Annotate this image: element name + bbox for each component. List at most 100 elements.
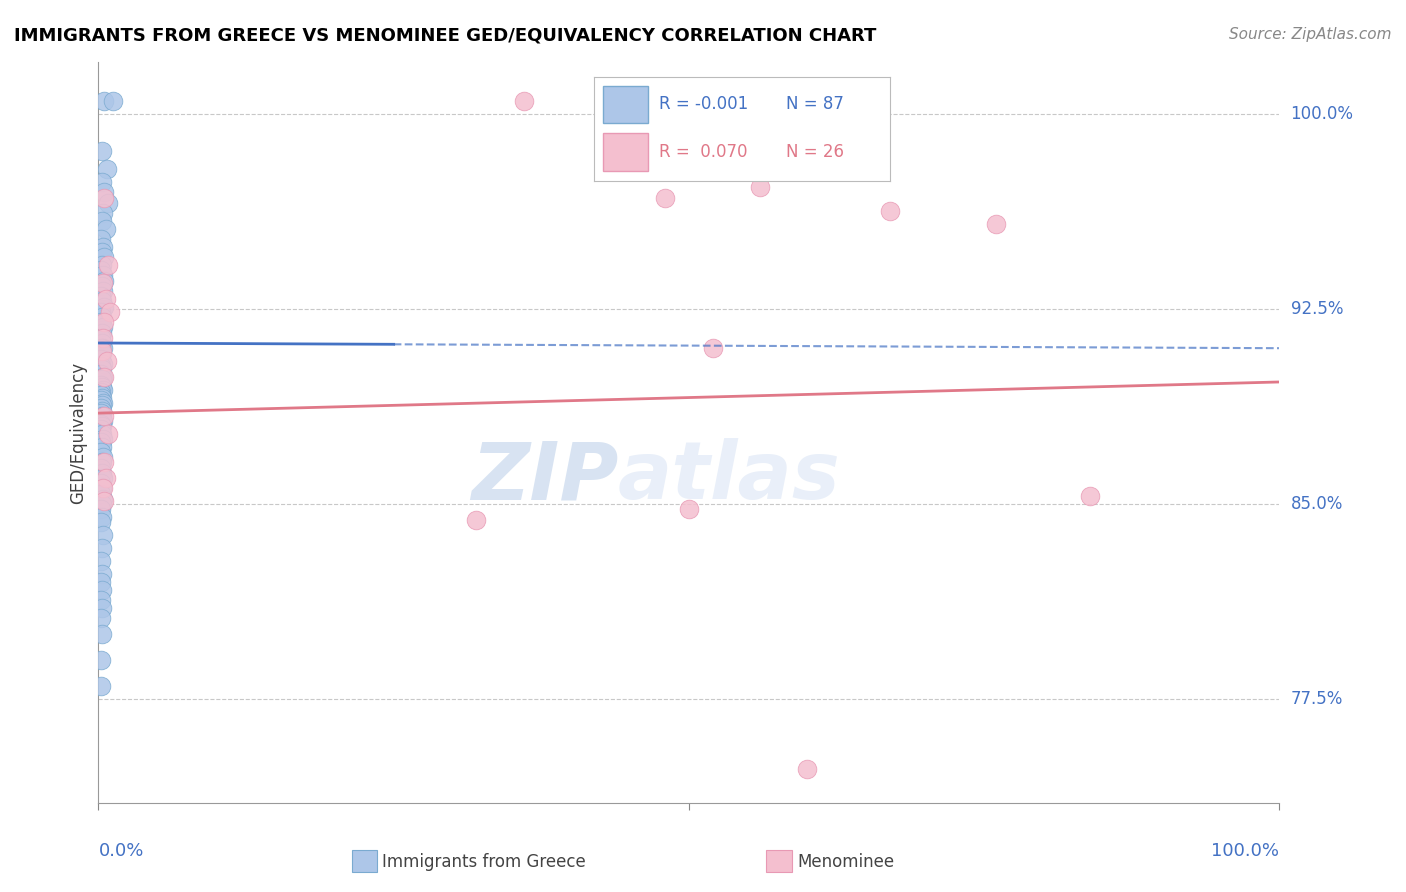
Point [702, 341, 724, 355]
Point [97, 258, 120, 272]
Point [91, 278, 114, 293]
Point [90, 377, 112, 392]
Point [91, 343, 114, 358]
Point [90, 476, 112, 491]
Point [90, 289, 112, 303]
Point [93, 494, 115, 508]
Point [90, 653, 112, 667]
Point [90, 341, 112, 355]
Point [90, 502, 112, 516]
Point [94, 292, 117, 306]
Point [879, 203, 901, 218]
Point [91, 627, 114, 641]
Point [90, 305, 112, 319]
Text: 92.5%: 92.5% [1291, 301, 1343, 318]
Point [91, 391, 114, 405]
Text: atlas: atlas [619, 438, 841, 516]
Text: Immigrants from Greece: Immigrants from Greece [382, 853, 586, 871]
Point [91, 175, 114, 189]
Point [93, 455, 115, 469]
Point [91, 369, 114, 384]
Point [90, 263, 112, 277]
Point [91, 336, 114, 351]
Point [90, 417, 112, 431]
Text: Source: ZipAtlas.com: Source: ZipAtlas.com [1229, 27, 1392, 42]
Point [91, 362, 114, 376]
Point [91, 341, 114, 355]
Point [748, 180, 770, 194]
Point [93, 315, 115, 329]
Point [93, 300, 115, 314]
Point [91, 372, 114, 386]
Point [91, 396, 114, 410]
Point [93, 409, 115, 423]
Point [90, 422, 112, 436]
Point [91, 294, 114, 309]
Point [90, 388, 112, 402]
Point [465, 513, 488, 527]
Point [91, 346, 114, 360]
Point [97, 195, 120, 210]
Point [91, 258, 114, 272]
Point [90, 331, 112, 345]
Point [90, 434, 112, 449]
Point [91, 357, 114, 371]
Point [90, 359, 112, 374]
Point [91, 214, 114, 228]
Point [96, 161, 118, 176]
Point [91, 450, 114, 465]
Point [91, 144, 114, 158]
Point [91, 497, 114, 511]
Point [93, 369, 115, 384]
Point [90, 385, 112, 400]
Point [678, 502, 700, 516]
Text: 0.0%: 0.0% [98, 842, 143, 860]
Point [90, 232, 112, 246]
Point [91, 471, 114, 485]
Point [1080, 489, 1102, 503]
Point [90, 351, 112, 366]
Point [91, 398, 114, 412]
Point [96, 354, 118, 368]
Point [91, 440, 114, 454]
Point [91, 284, 114, 298]
Text: 100.0%: 100.0% [1212, 842, 1279, 860]
Text: IMMIGRANTS FROM GREECE VS MENOMINEE GED/EQUIVALENCY CORRELATION CHART: IMMIGRANTS FROM GREECE VS MENOMINEE GED/… [14, 27, 876, 45]
Point [512, 95, 534, 109]
Point [97, 426, 120, 441]
Point [91, 240, 114, 254]
Point [90, 593, 112, 607]
Point [90, 401, 112, 415]
Point [91, 320, 114, 334]
Point [91, 409, 114, 423]
Point [654, 190, 676, 204]
Point [98, 305, 121, 319]
Point [91, 466, 114, 480]
Point [91, 426, 114, 441]
Point [93, 190, 115, 204]
Point [90, 445, 112, 459]
Y-axis label: GED/Equivalency: GED/Equivalency [69, 361, 87, 504]
Point [90, 574, 112, 589]
Point [90, 679, 112, 693]
Point [90, 315, 112, 329]
Point [91, 455, 114, 469]
Point [91, 277, 114, 291]
Point [94, 471, 117, 485]
Point [91, 601, 114, 615]
Point [91, 245, 114, 260]
Point [91, 567, 114, 582]
Point [91, 419, 114, 434]
Point [91, 528, 114, 542]
Point [94, 221, 117, 235]
Point [93, 186, 115, 200]
Point [90, 611, 112, 625]
Point [90, 486, 112, 500]
Point [91, 491, 114, 506]
Point [91, 582, 114, 597]
Point [91, 310, 114, 324]
Point [91, 510, 114, 524]
Point [91, 331, 114, 345]
Point [101, 95, 124, 109]
Point [91, 482, 114, 496]
